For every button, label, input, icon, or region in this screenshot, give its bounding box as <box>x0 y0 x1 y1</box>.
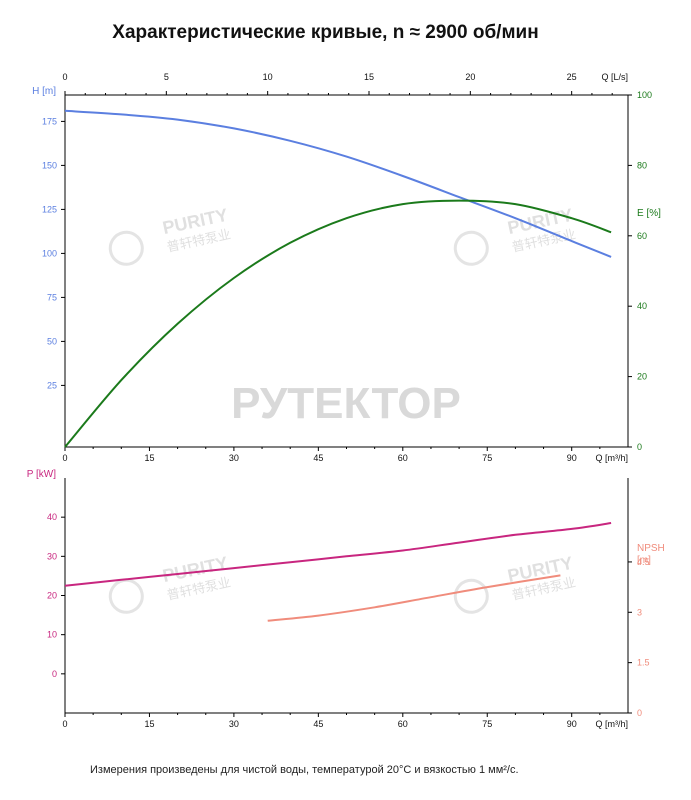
y-left-tick-label: 25 <box>47 380 57 390</box>
x-tick-label: 45 <box>313 719 323 729</box>
x-tick-label: 90 <box>567 719 577 729</box>
x-top-tick-label: 0 <box>62 72 67 82</box>
y-right-tick-label: 80 <box>637 160 647 170</box>
watermark-logo-icon <box>453 230 489 266</box>
y-right-tick-label: 3 <box>637 607 642 617</box>
watermark-logo-icon <box>453 578 489 614</box>
x-top-tick-label: 20 <box>465 72 475 82</box>
x-tick-label: 45 <box>313 453 323 463</box>
y-left-tick-label: 0 <box>52 669 57 679</box>
x-tick-label: 15 <box>144 719 154 729</box>
y-left-axis-label: P [kW] <box>27 469 56 480</box>
x-tick-label: 60 <box>398 719 408 729</box>
y-left-tick-label: 50 <box>47 336 57 346</box>
y-right-tick-label: 1.5 <box>637 658 650 668</box>
y-left-axis-label: H [m] <box>32 86 56 97</box>
y-right-tick-label: 0 <box>637 442 642 452</box>
y-right-tick-label: 60 <box>637 231 647 241</box>
y-right-tick-label: 100 <box>637 90 652 100</box>
power-curve <box>64 522 612 587</box>
y-right-axis-label: E [%] <box>637 208 661 219</box>
y-left-tick-label: 100 <box>42 248 57 258</box>
performance-panel: 0 15 30 45 60 75 90 Q [m³/h] 0 5 10 15 20 25 Q [L/s] 25… <box>32 72 661 463</box>
y-right-axis-label: NPSH <box>637 543 665 554</box>
npsh-curve <box>267 574 561 622</box>
efficiency-curve <box>64 199 612 448</box>
x-tick-label: 15 <box>144 453 154 463</box>
measurement-footnote: Измерения произведены для чистой воды, т… <box>90 764 519 776</box>
y-left-tick-label: 175 <box>42 116 57 126</box>
x-tick-label: 75 <box>482 719 492 729</box>
y-right-tick-label: 20 <box>637 372 647 382</box>
head-curve <box>64 109 612 258</box>
watermark-main-text: РУТЕКТОР <box>231 379 461 428</box>
power-npsh-panel: 0 15 30 45 60 75 90 Q [m³/h] 0 10 20 30 40 P [kW] 0 1.5… <box>27 469 665 729</box>
y-left-tick-label: 150 <box>42 160 57 170</box>
x-axis-label: Q [m³/h] <box>595 719 628 729</box>
y-left-tick-label: 20 <box>47 591 57 601</box>
y-right-tick-label: 40 <box>637 301 647 311</box>
x-top-tick-label: 10 <box>263 72 273 82</box>
x-tick-label: 75 <box>482 453 492 463</box>
chart-title: Характеристические кривые, n ≈ 2900 об/м… <box>112 22 539 43</box>
x-tick-label: 90 <box>567 453 577 463</box>
y-right-tick-label: 4.5 <box>637 557 650 567</box>
y-right-tick-label: 0 <box>637 708 642 718</box>
y-left-tick-label: 40 <box>47 512 57 522</box>
x-top-axis-label: Q [L/s] <box>601 72 628 82</box>
x-top-tick-label: 15 <box>364 72 374 82</box>
watermark-logo-icon <box>108 230 144 266</box>
x-tick-label: 0 <box>62 453 67 463</box>
x-top-tick-label: 25 <box>567 72 577 82</box>
y-left-tick-label: 30 <box>47 551 57 561</box>
x-axis-label: Q [m³/h] <box>595 453 628 463</box>
y-right-axis-label: [m] <box>637 555 651 566</box>
y-left-tick-label: 125 <box>42 204 57 214</box>
x-tick-label: 30 <box>229 719 239 729</box>
x-tick-label: 0 <box>62 719 67 729</box>
watermark-logo-icon <box>108 578 144 614</box>
x-tick-label: 30 <box>229 453 239 463</box>
x-tick-label: 60 <box>398 453 408 463</box>
y-left-tick-label: 75 <box>47 292 57 302</box>
x-top-tick-label: 5 <box>164 72 169 82</box>
y-left-tick-label: 10 <box>47 630 57 640</box>
